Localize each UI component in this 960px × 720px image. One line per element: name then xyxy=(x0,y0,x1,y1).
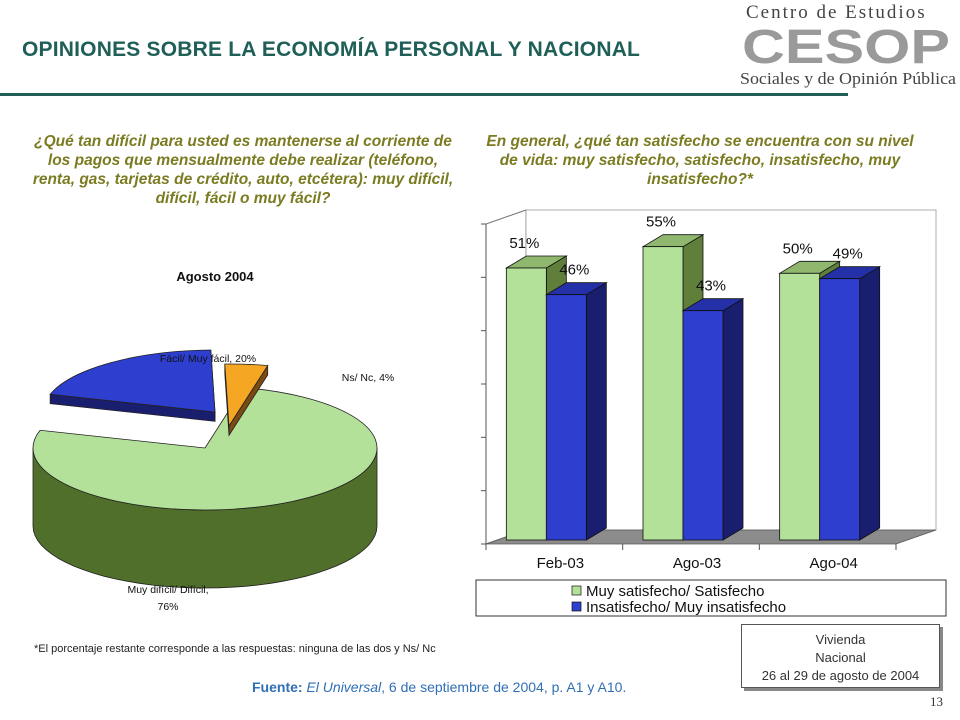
pie-slice-2 xyxy=(224,363,269,437)
x-tick-label: Feb-03 xyxy=(537,555,585,572)
logo-line1: Centro de Estudios xyxy=(746,2,927,23)
legend-swatch xyxy=(571,601,582,612)
bar-value-label: 51% xyxy=(509,235,539,252)
bar-value-label: 50% xyxy=(783,240,813,257)
page-title: OPINIONES SOBRE LA ECONOMÍA PERSONAL Y N… xyxy=(22,38,641,61)
legend-label: Insatisfecho/ Muy insatisfecho xyxy=(586,599,786,616)
info-box-line3: 26 al 29 de agosto de 2004 xyxy=(761,668,920,683)
footnote: *El porcentaje restante corresponde a la… xyxy=(34,643,436,655)
x-tick-label: Ago-04 xyxy=(809,555,857,572)
pie-label-dificil-line1: Muy difícil/ Difícil, xyxy=(127,584,208,596)
source-label: Fuente: xyxy=(252,679,303,695)
bar-value-label: 55% xyxy=(646,214,676,231)
title-divider xyxy=(0,93,848,96)
bar-value-label: 43% xyxy=(696,278,726,295)
pie-label-nsnc: Ns/ Nc, 4% xyxy=(342,372,395,384)
page-number: 13 xyxy=(930,694,943,709)
legend-label: Muy satisfecho/ Satisfecho xyxy=(586,583,764,600)
pie-slice-1 xyxy=(49,349,216,422)
source-publication: El Universal xyxy=(306,679,382,695)
pie-label-dificil-line2: 76% xyxy=(157,601,178,613)
pie-label-facil: Fácil/ Muy fácil, 20% xyxy=(160,353,256,365)
bar-chart: 51% 46% Feb-03 55% 43% Ago-03 50% 49% Ago-04 Muy … xyxy=(475,209,947,617)
pie-chart: Agosto 2004 Fácil/ Muy fácil, 20% Ns/ Nc… xyxy=(32,269,395,613)
pie-slice-top-1 xyxy=(49,349,216,413)
cesop-logo: Centro de Estudios CESOP Sociales y de O… xyxy=(740,2,957,88)
question-right: En general, ¿qué tan satisfecho se encue… xyxy=(486,133,914,188)
logo-mark: CESOP xyxy=(742,21,950,74)
info-box-line2: Nacional xyxy=(815,650,866,665)
bar-Ago-04-1 xyxy=(818,265,882,541)
legend-swatch xyxy=(571,585,582,596)
pie-slice-0 xyxy=(32,387,378,589)
bar-Ago-03-1 xyxy=(681,297,745,541)
pie-slice-top-2 xyxy=(224,363,269,428)
x-tick-label: Ago-03 xyxy=(673,555,721,572)
bar-Feb-03-1 xyxy=(544,281,608,541)
chart-legend: Muy satisfecho/ SatisfechoInsatisfecho/ … xyxy=(475,579,947,617)
pie-slice-top-0 xyxy=(32,387,378,511)
source-citation: Fuente: El Universal, 6 de septiembre de… xyxy=(252,679,626,695)
question-left: ¿Qué tan difícil para usted es manteners… xyxy=(32,133,454,207)
logo-line2: Sociales y de Opinión Pública xyxy=(740,69,957,88)
info-box-line1: Vivienda xyxy=(815,632,866,647)
survey-info-box: Vivienda Nacional 26 al 29 de agosto de … xyxy=(741,624,940,688)
bar-value-label: 49% xyxy=(833,246,863,263)
pie-title: Agosto 2004 xyxy=(176,269,254,284)
bar-value-label: 46% xyxy=(559,262,589,279)
source-detail: , 6 de septiembre de 2004, p. A1 y A10. xyxy=(381,679,627,695)
